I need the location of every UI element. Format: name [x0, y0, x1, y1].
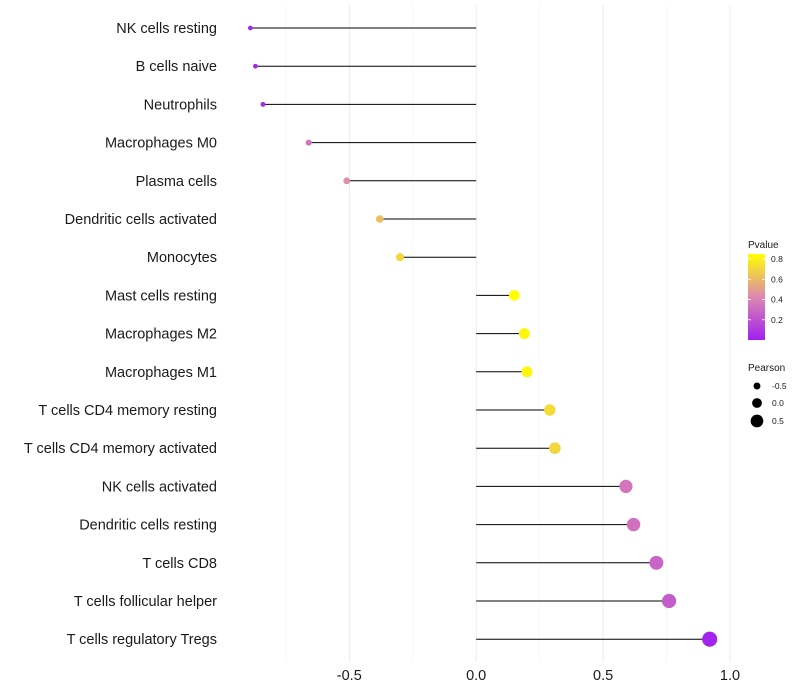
y-axis-label: Neutrophils	[144, 97, 217, 113]
pearson-legend-key	[753, 382, 761, 390]
data-point	[305, 139, 312, 146]
data-point	[549, 442, 561, 454]
y-axis-label: T cells CD8	[142, 556, 217, 572]
colorbar-tick-label: 0.6	[771, 274, 783, 284]
x-tick-label: 1.0	[720, 668, 740, 684]
y-axis-label: Monocytes	[147, 250, 217, 266]
pvalue-legend-title: Pvalue	[748, 240, 779, 251]
data-point	[544, 404, 556, 416]
data-point	[702, 631, 718, 647]
y-axis-label: Macrophages M1	[105, 365, 217, 381]
y-axis-label: T cells regulatory Tregs	[67, 632, 217, 648]
pearson-legend: Pearson -0.5 0.0 0.5	[748, 363, 787, 428]
data-point	[619, 479, 633, 494]
y-axis-label: NK cells activated	[102, 479, 217, 495]
data-point	[396, 253, 405, 262]
pearson-legend-key	[752, 398, 762, 408]
data-point	[661, 593, 677, 609]
colorbar-tick-label: 0.4	[771, 295, 783, 305]
y-axis-label: Plasma cells	[136, 174, 217, 190]
pearson-legend-title: Pearson	[748, 363, 785, 374]
points	[247, 25, 718, 647]
pearson-legend-label: 0.5	[772, 416, 784, 426]
data-point	[508, 290, 520, 301]
data-point	[343, 177, 351, 185]
y-axis-label: T cells CD4 memory activated	[24, 441, 217, 457]
y-axis-label: B cells naive	[136, 59, 217, 75]
stems	[250, 27, 710, 640]
x-tick-label: -0.5	[337, 668, 362, 684]
data-point	[253, 63, 258, 69]
data-point	[375, 215, 384, 223]
y-axis-label: Macrophages M0	[105, 136, 217, 152]
y-axis-label: Mast cells resting	[105, 288, 217, 304]
x-tick-label: 0.5	[593, 668, 613, 684]
pearson-legend-label: -0.5	[772, 381, 787, 391]
data-point	[521, 366, 533, 378]
data-point	[649, 555, 664, 570]
data-point	[518, 328, 530, 340]
data-point	[260, 101, 266, 107]
x-tick-label: 0.0	[466, 668, 486, 684]
colorbar-tick-label: 0.8	[771, 254, 783, 264]
y-axis-label: Dendritic cells resting	[79, 518, 217, 534]
x-axis-tick-labels: -0.5 0.0 0.5 1.0	[337, 668, 740, 684]
colorbar-tick-label: 0.2	[771, 315, 783, 325]
y-axis-label: NK cells resting	[116, 21, 217, 37]
y-axis-label: Dendritic cells activated	[65, 212, 217, 228]
y-axis-label: T cells CD4 memory resting	[38, 403, 217, 419]
pvalue-colorbar	[748, 254, 765, 340]
pearson-legend-label: 0.0	[772, 398, 784, 408]
data-point	[247, 25, 253, 31]
y-axis-labels: NK cells resting B cells naive Neutrophils…	[24, 21, 217, 648]
data-point	[626, 517, 641, 532]
y-axis-label: Macrophages M2	[105, 327, 217, 343]
pvalue-legend: Pvalue 0.2 0.4 0.6 0.8	[748, 240, 783, 340]
pearson-legend-key	[750, 414, 764, 428]
y-axis-label: T cells follicular helper	[74, 594, 217, 610]
